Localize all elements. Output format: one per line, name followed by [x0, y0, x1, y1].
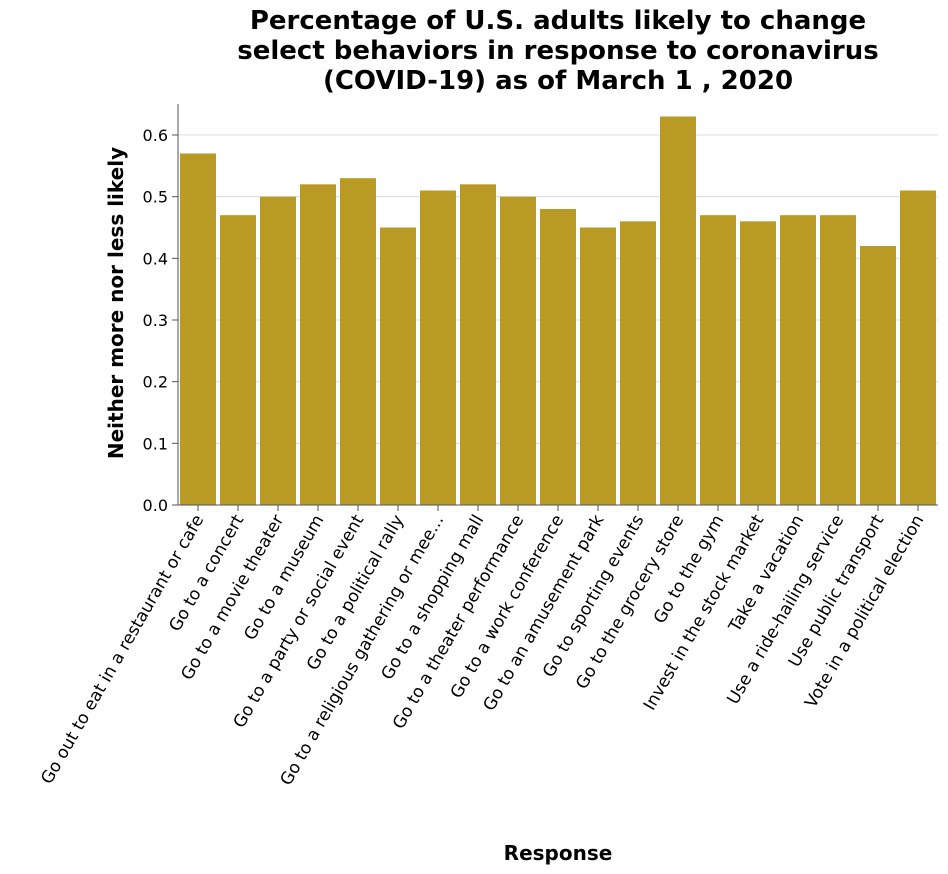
y-tick-label: 0.6 — [143, 126, 168, 145]
y-tick-label: 0.1 — [143, 434, 168, 453]
bar — [300, 184, 336, 505]
bar — [220, 215, 256, 505]
y-tick-label: 0.0 — [143, 496, 168, 515]
bar-series — [180, 117, 936, 506]
bar — [900, 191, 936, 506]
bar — [340, 178, 376, 505]
bar — [700, 215, 736, 505]
x-axis-label: Response — [504, 841, 613, 865]
bar — [460, 184, 496, 505]
y-tick-label: 0.5 — [143, 188, 168, 207]
bar — [180, 154, 216, 506]
y-tick-label: 0.2 — [143, 373, 168, 392]
bar — [380, 228, 416, 506]
bar — [620, 221, 656, 505]
bar — [860, 246, 896, 505]
bar — [780, 215, 816, 505]
bar — [540, 209, 576, 505]
y-tick-label: 0.4 — [143, 249, 168, 268]
y-axis-label: Neither more nor less likely — [104, 147, 128, 459]
bar — [420, 191, 456, 506]
bar — [580, 228, 616, 506]
bar — [660, 117, 696, 506]
bar — [500, 197, 536, 505]
bar — [820, 215, 856, 505]
bar — [740, 221, 776, 505]
x-tick-label: Go out to eat in a restaurant or cafe — [37, 512, 208, 788]
bar — [260, 197, 296, 505]
y-tick-label: 0.3 — [143, 311, 168, 330]
